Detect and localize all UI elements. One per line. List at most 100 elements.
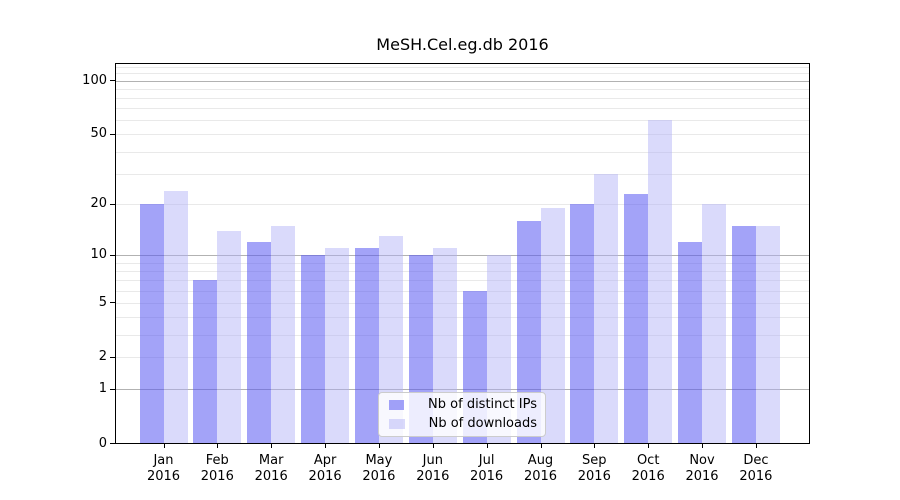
y-tick-label: 50 [90,126,107,142]
x-axis-label-month: Feb [205,453,229,468]
gridline-minor [115,108,810,110]
bar-downloads [594,173,619,444]
gridline-minor [115,357,810,359]
bar-distinct-ips [731,225,756,444]
x-axis-label-month: Apr [313,453,337,468]
bar-distinct-ips [247,241,272,444]
x-axis-label-month: Sep [582,453,607,468]
x-axis-label-month: Oct [636,453,660,468]
x-axis-label-year: 2016 [739,469,773,484]
bar-downloads [755,225,780,444]
legend-swatch-downloads [389,419,405,429]
legend-label-distinct-ips: Nb of distinct IPs [428,397,537,412]
x-axis-label: Dec 2016 [728,453,784,485]
x-axis-label-year: 2016 [470,469,504,484]
x-axis-label: Aug 2016 [513,453,569,485]
y-tick-label: 5 [98,294,107,310]
gridline-minor [115,120,810,122]
bar-downloads [648,120,673,444]
x-axis-label: Feb 2016 [189,453,245,485]
gridline-minor [115,73,810,75]
bar-downloads [217,230,242,444]
bar-distinct-ips [301,255,326,444]
x-axis-label-year: 2016 [577,469,611,484]
legend-item-distinct-ips: Nb of distinct IPs [387,397,537,413]
y-tick [110,80,115,82]
x-axis-label: Jun 2016 [405,453,461,485]
x-tick [648,444,650,448]
x-axis-label-month: Dec [743,453,769,468]
y-tick-label: 0 [98,435,107,451]
gridline-minor [115,317,810,318]
x-axis-label-year: 2016 [523,469,558,484]
gridline-minor [115,334,810,336]
y-tick [110,388,115,390]
x-axis-label-year: 2016 [362,469,396,484]
y-tick [110,443,115,444]
legend-item-downloads: Nb of downloads [387,416,537,432]
gridline-minor [115,270,810,272]
legend-label-downloads: Nb of downloads [428,416,537,431]
x-tick [486,444,488,448]
x-tick [271,444,273,448]
gridline-minor [115,173,810,175]
gridline-minor [115,280,810,281]
x-axis-label-year: 2016 [416,469,450,484]
x-axis-label-year: 2016 [200,469,234,484]
x-axis-label-month: Jun [422,453,443,468]
x-axis-label-month: Nov [689,453,715,468]
x-axis-label-year: 2016 [631,469,665,484]
bar-distinct-ips [193,280,218,444]
legend: Nb of distinct IPs Nb of downloads [378,392,546,437]
x-axis-label-month: Jan [153,453,174,468]
x-tick [378,444,380,448]
x-tick [755,444,757,448]
y-tick-label: 1 [98,381,107,396]
x-tick [325,444,327,448]
y-tick-label: 100 [82,72,107,88]
x-tick [217,444,219,448]
x-axis-label-month: Jul [478,453,495,468]
gridline-minor [115,98,810,100]
y-tick [110,302,115,304]
x-axis-label-month: May [365,453,393,468]
y-tick [110,203,115,205]
x-tick [432,444,434,448]
bar-downloads [702,204,726,444]
x-axis-label: Apr 2016 [297,453,353,485]
x-axis-label-year: 2016 [685,469,719,484]
gridline-minor [115,66,810,68]
gridline-minor [115,151,810,153]
plot-area [115,63,810,444]
x-axis-label: May 2016 [351,453,407,485]
x-tick [163,444,165,448]
x-tick [540,444,542,448]
y-tick-label: 2 [98,349,107,365]
x-axis-label-year: 2016 [308,469,342,484]
y-tick [110,254,115,256]
x-axis-label: Oct 2016 [620,453,676,485]
bar-distinct-ips [354,248,379,444]
x-axis-label: Mar 2016 [243,453,299,485]
x-axis-label-year: 2016 [254,469,288,484]
gridline-major [115,389,810,390]
bar-distinct-ips [139,204,164,444]
gridline-minor [115,290,810,292]
gridline-minor [115,88,810,90]
bar-distinct-ips [570,204,595,444]
legend-swatch-distinct-ips [389,400,405,410]
y-tick-label: 20 [90,196,107,212]
x-axis-label: Jul 2016 [459,453,515,485]
y-tick [110,133,115,135]
x-axis-label-month: Mar [258,453,284,468]
x-tick [702,444,703,448]
chart-title: MeSH.Cel.eg.db 2016 [376,35,549,54]
x-axis-label-year: 2016 [146,469,181,484]
x-axis-label: Nov 2016 [674,453,730,485]
x-axis-label-month: Aug [527,453,554,468]
bar-distinct-ips [624,193,649,444]
x-axis-label: Jan 2016 [136,453,192,485]
y-tick [110,356,115,358]
x-tick [594,444,596,448]
